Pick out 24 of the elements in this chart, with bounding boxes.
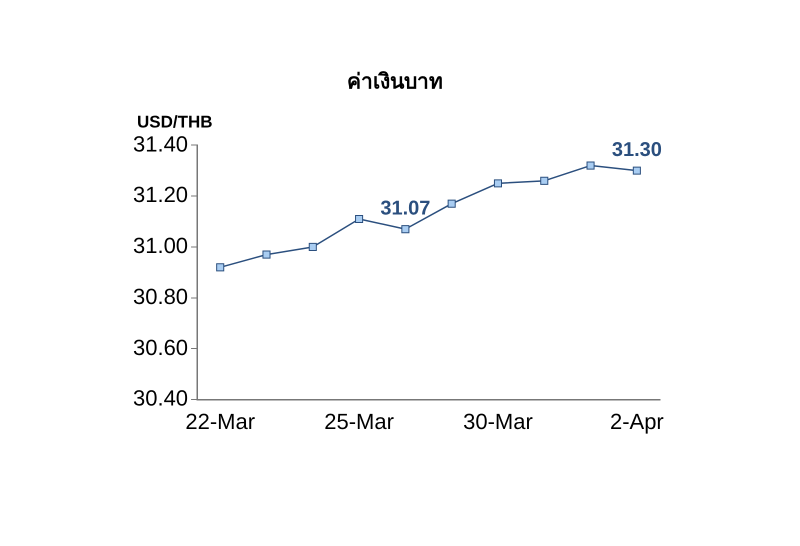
point — [308, 242, 317, 251]
y-tick-label: 31.00 — [132, 233, 188, 258]
point — [448, 200, 456, 208]
point — [494, 179, 502, 188]
point — [632, 166, 641, 175]
point — [540, 176, 548, 185]
point — [216, 263, 224, 272]
data-label: 31.07 — [380, 198, 430, 220]
y-tick-label: 30.40 — [132, 386, 188, 411]
point — [401, 225, 410, 234]
chart-title: ค่าเงินบาท — [347, 70, 443, 94]
x-tick-label: 30-Mar — [463, 408, 533, 434]
point — [262, 250, 271, 259]
point — [355, 214, 364, 224]
x-tick-label: 22-Mar — [185, 408, 256, 434]
point — [586, 162, 595, 170]
x-tick-label: 2-Apr — [610, 408, 664, 434]
x-tick-label: 25-Mar — [324, 408, 394, 434]
data-label: 31.30 — [612, 139, 662, 162]
y-tick-label: 31.40 — [132, 131, 188, 156]
y-axis-title: USD/THB — [137, 112, 213, 132]
y-tick-label: 31.20 — [132, 182, 188, 208]
y-tick-label: 30.80 — [132, 284, 188, 309]
y-tick-label: 30.60 — [132, 334, 188, 360]
